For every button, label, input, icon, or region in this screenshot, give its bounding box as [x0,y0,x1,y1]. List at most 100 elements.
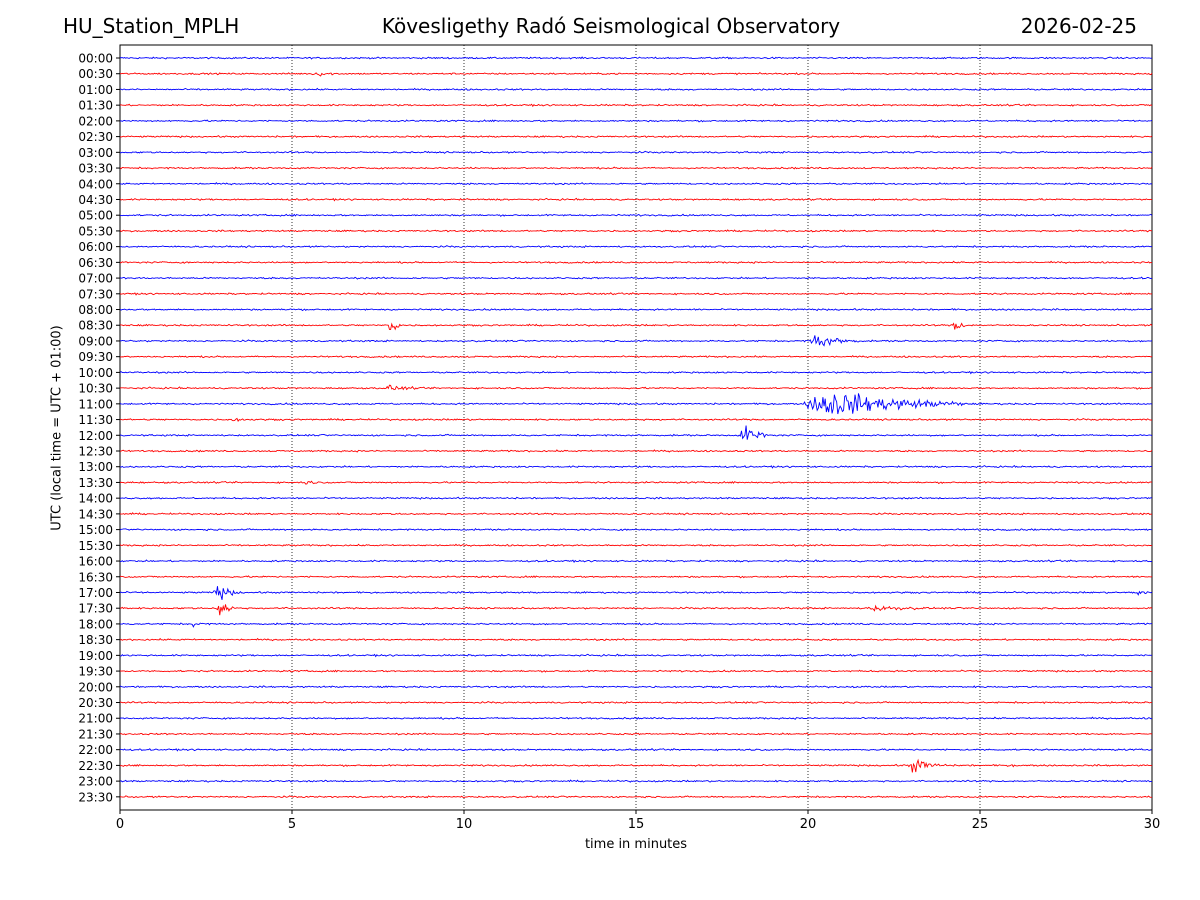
trace-0930 [119,354,1153,359]
trace-0530 [119,229,1153,233]
trace-2130 [119,732,1153,736]
y-tick-label: 09:30 [78,350,113,364]
x-tick-label: 25 [972,817,989,832]
y-tick-label: 09:00 [78,334,113,348]
y-tick-label: 08:00 [78,303,113,317]
y-tick-label: 06:00 [78,240,113,254]
x-tick-label: 10 [456,817,473,832]
y-tick-label: 12:00 [78,429,113,443]
y-tick-label: 01:00 [78,83,113,97]
y-tick-label: 17:00 [78,586,113,600]
y-tick-label: 10:00 [78,366,113,380]
trace-1730 [120,604,1153,616]
trace-2330 [119,795,1153,799]
trace-1500 [119,528,1152,532]
y-tick-label: 14:00 [78,492,113,506]
y-tick-label: 16:00 [78,555,113,569]
x-tick-label: 30 [1144,817,1161,832]
y-tick-label: 20:00 [78,680,113,694]
trace-1200 [119,425,1153,440]
x-tick-group: 0 5 10 15 20 25 30 [116,810,1160,832]
y-tick-label: 18:30 [78,633,113,647]
trace-0730 [119,292,1153,296]
y-tick-label: 16:30 [78,570,113,584]
trace-0000 [119,56,1153,60]
y-tick-label: 21:00 [78,712,113,726]
trace-0400 [119,182,1153,186]
y-tick-label: 02:30 [78,130,113,144]
trace-2200 [119,747,1153,752]
x-axis-label: time in minutes [584,837,688,852]
y-tick-label: 15:00 [78,523,113,537]
y-tick-label: 07:30 [78,287,113,301]
y-tick-label: 06:30 [78,256,113,270]
trace-2000 [119,685,1153,689]
y-tick-label: 22:00 [78,743,113,757]
y-tick-label: 18:00 [78,617,113,631]
trace-0900 [119,335,1153,347]
grid-lines [291,45,981,810]
trace-0700 [119,276,1153,280]
y-tick-label: 02:00 [78,114,113,128]
trace-1830 [119,637,1153,642]
y-tick-label: 12:30 [78,445,113,459]
trace-0230 [119,134,1153,139]
y-tick-label: 01:30 [78,99,113,113]
y-tick-label: 13:30 [78,476,113,490]
trace-0200 [119,119,1153,123]
y-tick-label: 11:00 [78,397,113,411]
y-tick-label: 21:30 [78,727,113,741]
trace-2230 [119,758,1153,773]
trace-0130 [119,103,1153,108]
trace-0500 [119,213,1153,217]
trace-1300 [119,464,1153,469]
trace-1400 [119,496,1153,500]
y-tick-label: 23:00 [78,775,113,789]
trace-1900 [119,653,1153,658]
trace-2030 [119,700,1153,705]
y-tick-label: 07:00 [78,272,113,286]
trace-1030 [119,384,1153,391]
trace-0830 [119,322,1153,331]
chart-title: Kövesligethy Radó Seismological Observat… [381,14,841,38]
trace-1230 [119,449,1153,453]
y-tick-label: 05:30 [78,224,113,238]
y-tick-label: 04:00 [78,177,113,191]
y-tick-label: 20:30 [78,696,113,710]
y-tick-label: 03:30 [78,162,113,176]
trace-1530 [119,543,1153,547]
trace-0430 [119,197,1153,202]
station-name: HU_Station_MPLH [63,14,240,38]
y-tick-label: 03:00 [78,146,113,160]
trace-1600 [119,559,1153,564]
y-tick-label: 14:30 [78,507,113,521]
trace-2300 [119,779,1153,783]
y-tick-label: 23:30 [78,790,113,804]
y-tick-label: 15:30 [78,539,113,553]
trace-1430 [119,512,1153,516]
trace-0100 [119,87,1153,92]
y-tick-label: 10:30 [78,382,113,396]
y-tick-label: 19:30 [78,665,113,679]
y-tick-label: 11:30 [78,413,113,427]
chart-date: 2026-02-25 [1020,14,1137,38]
trace-1000 [119,370,1153,375]
trace-1100 [119,393,1153,415]
trace-1330 [119,480,1153,485]
y-tick-label: 08:30 [78,319,113,333]
y-tick-label: 19:00 [78,649,113,663]
trace-2100 [119,716,1153,720]
trace-1700 [120,586,1153,600]
trace-1130 [119,417,1153,423]
y-tick-label: 00:30 [78,67,113,81]
x-tick-label: 15 [628,817,645,832]
x-tick-label: 5 [288,817,296,832]
y-tick-label: 00:00 [78,52,113,66]
trace-1930 [119,669,1153,673]
y-tick-label: 13:00 [78,460,113,474]
trace-0330 [119,166,1153,170]
trace-1800 [119,622,1153,628]
x-tick-label: 20 [800,817,817,832]
trace-0300 [119,150,1153,154]
